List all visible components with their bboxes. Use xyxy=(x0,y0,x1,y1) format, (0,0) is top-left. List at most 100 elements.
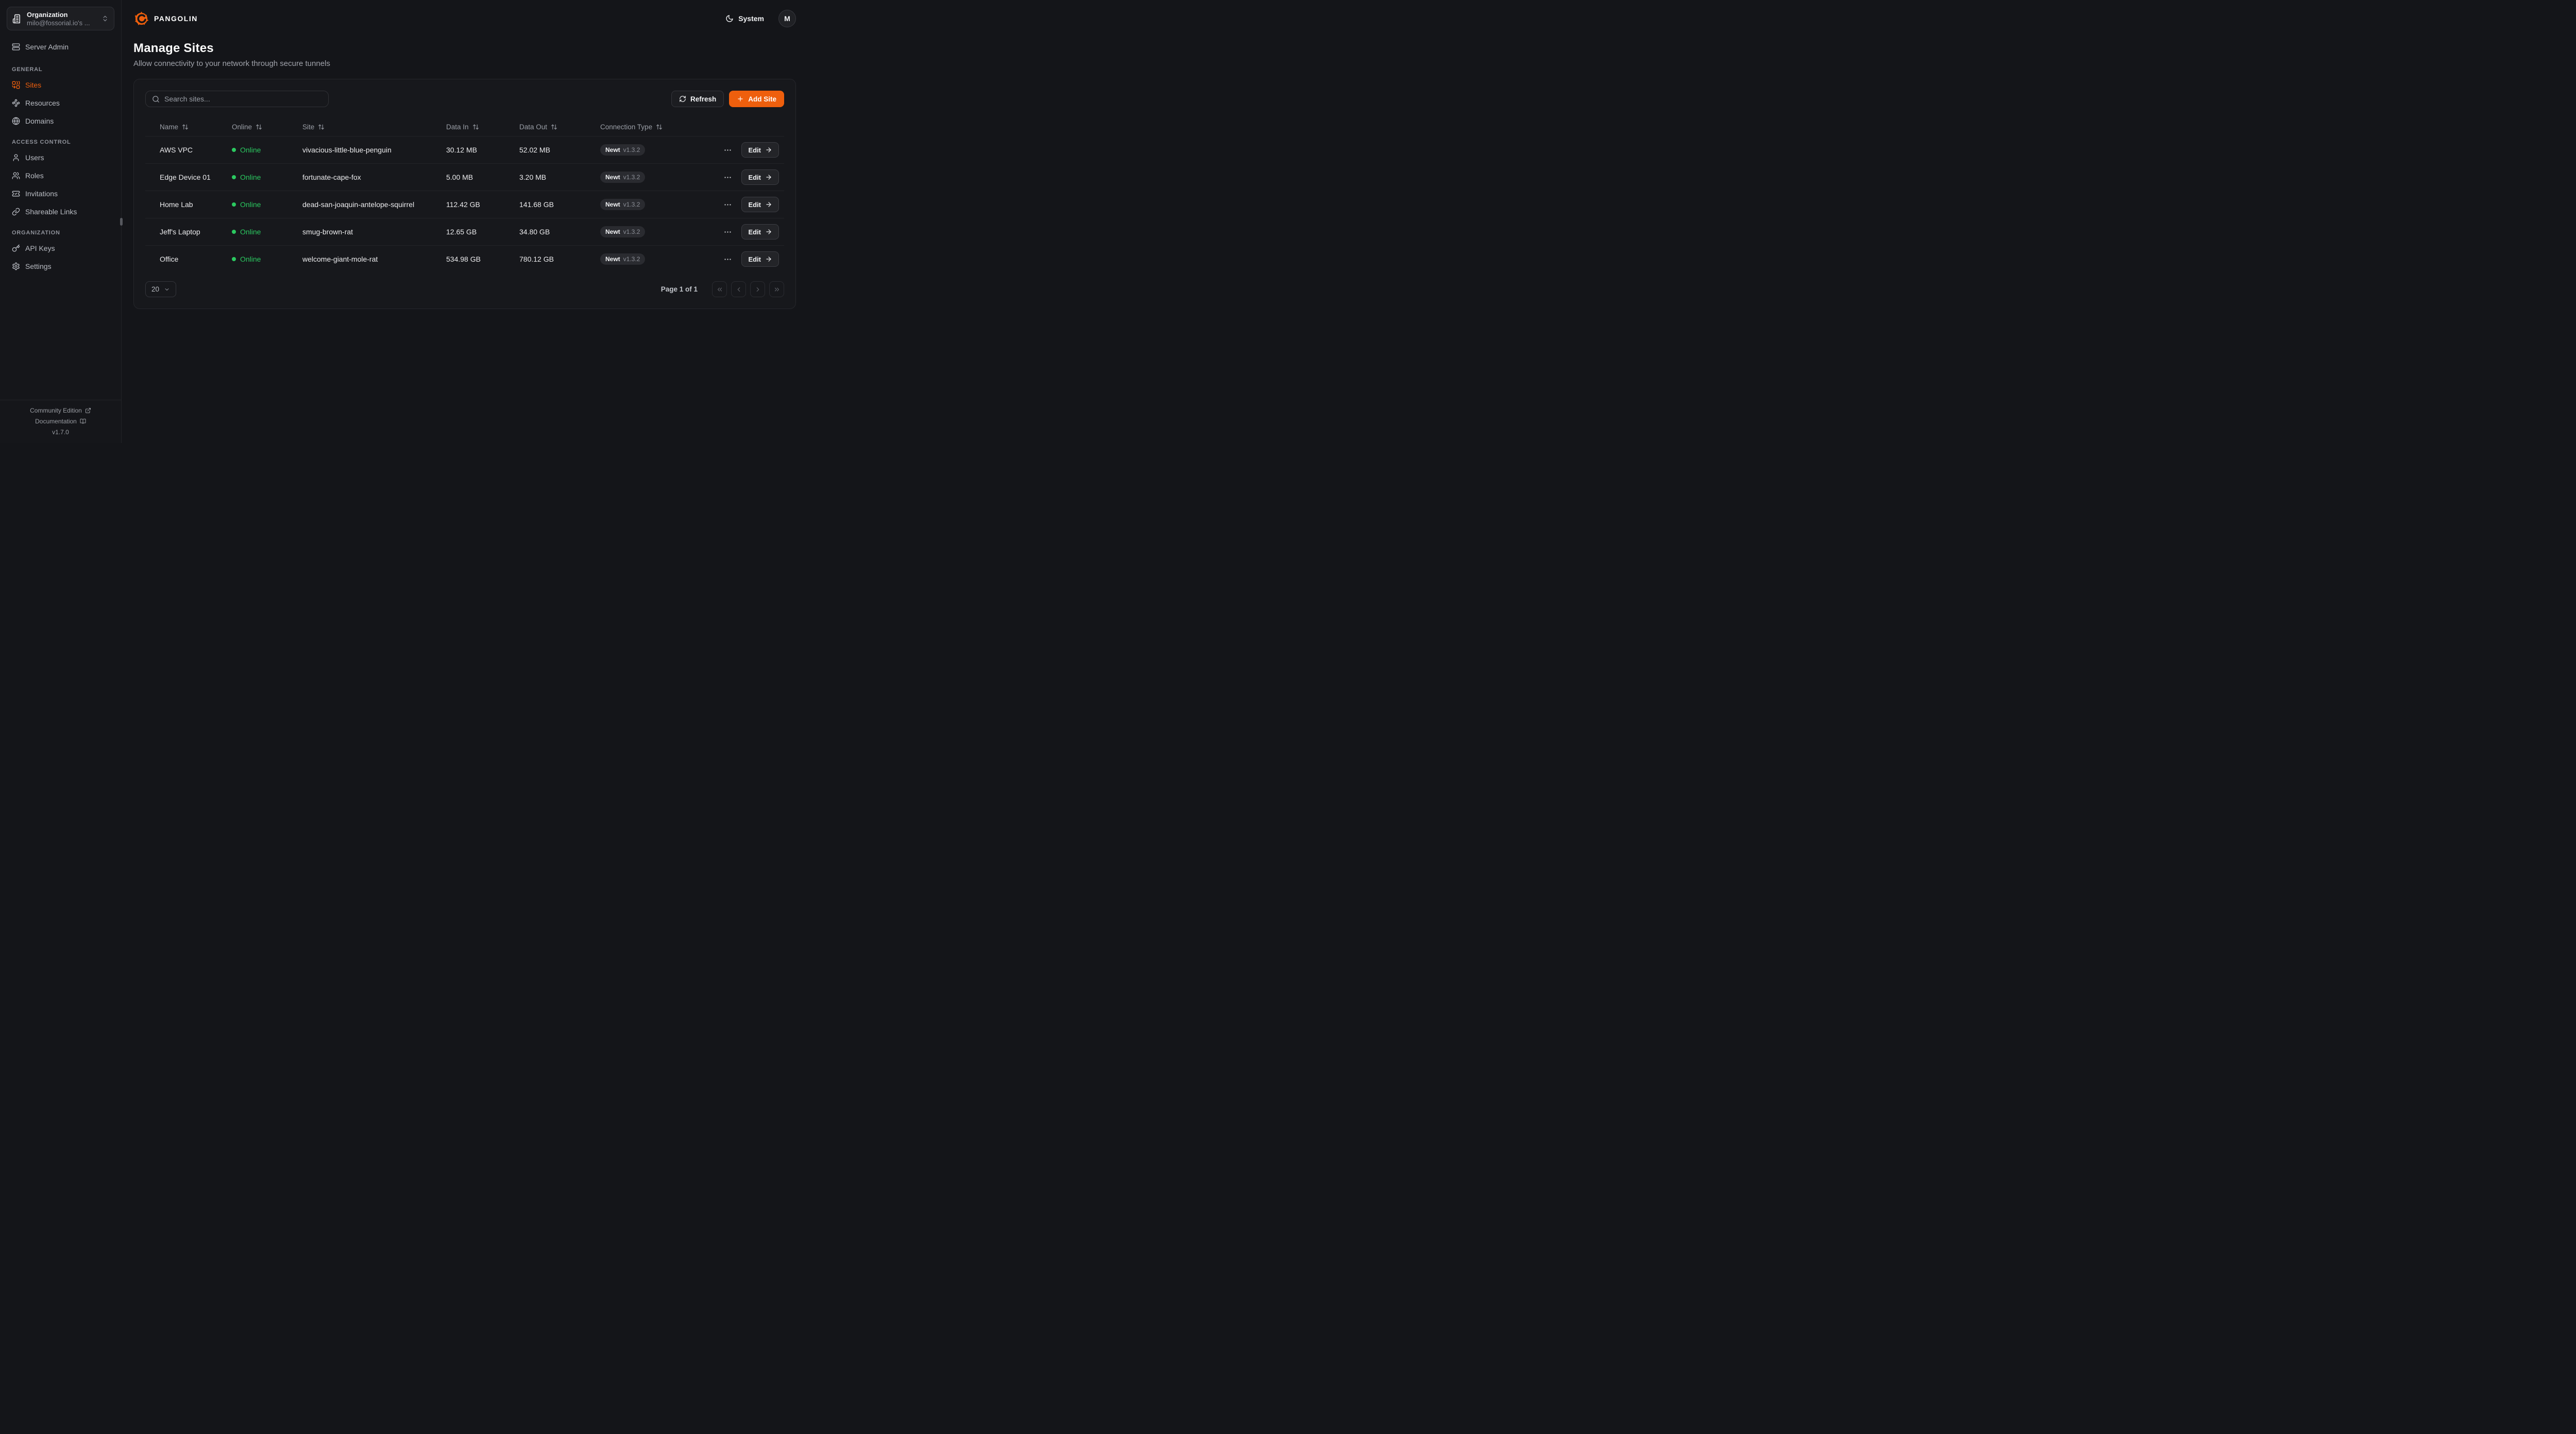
row-menu-button[interactable] xyxy=(723,228,732,236)
connection-type-badge: Newt v1.3.2 xyxy=(600,172,646,183)
combine-icon xyxy=(12,81,20,89)
site-name: Office xyxy=(160,255,179,263)
data-in-value: 12.65 GB xyxy=(446,228,477,236)
edit-button[interactable]: Edit xyxy=(741,169,779,185)
sidebar-item-settings[interactable]: Settings xyxy=(7,259,114,274)
data-in-value: 30.12 MB xyxy=(446,146,477,154)
sidebar-item-sites[interactable]: Sites xyxy=(7,78,114,92)
table-row: Home Lab Online dead-san-joaquin-antelop… xyxy=(145,191,784,218)
sort-icon xyxy=(182,124,188,129)
org-picker-label: Organization xyxy=(27,10,68,19)
refresh-button[interactable]: Refresh xyxy=(671,91,724,107)
online-status: Online xyxy=(232,200,302,209)
community-edition-link[interactable]: Community Edition xyxy=(30,407,91,414)
sidebar-item-api-keys[interactable]: API Keys xyxy=(7,241,114,255)
sites-toolbar: Refresh Add Site xyxy=(145,91,784,107)
column-header-site[interactable]: Site xyxy=(302,123,325,131)
chevrons-left-icon xyxy=(717,287,722,291)
sidebar-item-resources[interactable]: Resources xyxy=(7,96,114,110)
edit-button[interactable]: Edit xyxy=(741,224,779,240)
add-site-button[interactable]: Add Site xyxy=(729,91,784,107)
site-slug: smug-brown-rat xyxy=(302,228,353,236)
sidebar-section-general: GENERAL xyxy=(12,66,43,73)
edit-button[interactable]: Edit xyxy=(741,142,779,158)
sidebar-item-invitations[interactable]: Invitations xyxy=(7,186,114,201)
online-dot-icon xyxy=(232,148,236,152)
sort-icon xyxy=(256,124,262,129)
column-header-name[interactable]: Name xyxy=(160,123,189,131)
sidebar-resize-handle[interactable] xyxy=(120,218,123,226)
avatar[interactable]: M xyxy=(778,10,796,27)
column-header-connection-type[interactable]: Connection Type xyxy=(600,123,663,131)
arrow-right-icon xyxy=(766,257,771,262)
sidebar-item-domains[interactable]: Domains xyxy=(7,114,114,128)
page-head: Manage Sites Allow connectivity to your … xyxy=(122,37,808,68)
online-dot-icon xyxy=(232,257,236,261)
theme-toggle[interactable]: System xyxy=(725,14,764,23)
online-status: Online xyxy=(232,255,302,263)
row-menu-button[interactable] xyxy=(723,146,732,155)
arrow-right-icon xyxy=(766,202,771,207)
link-icon xyxy=(12,208,20,216)
ellipsis-icon xyxy=(724,176,732,178)
server-icon xyxy=(12,43,20,50)
column-header-online[interactable]: Online xyxy=(232,123,262,131)
documentation-link[interactable]: Documentation xyxy=(35,418,86,425)
table-row: Office Online welcome-giant-mole-rat 534… xyxy=(145,245,784,272)
sort-icon xyxy=(318,124,325,129)
pager: Page 1 of 1 xyxy=(661,281,784,297)
row-menu-button[interactable] xyxy=(723,255,732,264)
row-menu-button[interactable] xyxy=(723,173,732,182)
online-status: Online xyxy=(232,146,302,154)
first-page-button[interactable] xyxy=(712,281,727,297)
org-picker[interactable]: Organization milo@fossorial.io's ... xyxy=(7,7,114,30)
table-footer: 20 Page 1 of 1 xyxy=(145,281,784,297)
sidebar-item-roles[interactable]: Roles xyxy=(7,168,114,183)
online-dot-icon xyxy=(232,230,236,234)
table-header-row: Name Online Site Data In Data Out Connec… xyxy=(145,117,784,136)
connection-type-badge: Newt v1.3.2 xyxy=(600,199,646,210)
sites-table: Name Online Site Data In Data Out Connec… xyxy=(145,117,784,272)
connection-type-badge: Newt v1.3.2 xyxy=(600,253,646,265)
external-link-icon xyxy=(85,408,91,413)
sidebar-item-shareable-links[interactable]: Shareable Links xyxy=(7,204,114,219)
page-title: Manage Sites xyxy=(133,41,214,55)
row-menu-button[interactable] xyxy=(723,200,732,209)
sidebar-item-users[interactable]: Users xyxy=(7,150,114,165)
search-icon xyxy=(152,95,159,103)
edit-button[interactable]: Edit xyxy=(741,251,779,267)
next-page-button[interactable] xyxy=(750,281,765,297)
column-header-data-out[interactable]: Data Out xyxy=(519,123,557,131)
arrow-right-icon xyxy=(766,229,771,234)
site-name: Jeff's Laptop xyxy=(160,228,200,236)
ellipsis-icon xyxy=(724,203,732,206)
previous-page-button[interactable] xyxy=(731,281,746,297)
users-icon xyxy=(12,172,20,179)
data-out-value: 141.68 GB xyxy=(519,200,554,209)
table-row: AWS VPC Online vivacious-little-blue-pen… xyxy=(145,136,784,163)
page-size-select[interactable]: 20 xyxy=(145,281,177,297)
brand-name: PANGOLIN xyxy=(154,14,198,23)
sidebar: Organization milo@fossorial.io's ... Ser… xyxy=(0,0,123,443)
site-name: Edge Device 01 xyxy=(160,173,211,181)
edit-button[interactable]: Edit xyxy=(741,197,779,212)
search-input[interactable] xyxy=(164,95,322,103)
sidebar-footer: Community Edition Documentation v1.7.0 xyxy=(0,400,121,443)
ellipsis-icon xyxy=(724,231,732,233)
building-icon xyxy=(12,14,21,23)
app-window: Organization milo@fossorial.io's ... Ser… xyxy=(0,0,808,443)
sort-icon xyxy=(656,124,662,129)
sidebar-section-organization: ORGANIZATION xyxy=(12,230,60,236)
connection-type-badge: Newt v1.3.2 xyxy=(600,226,646,237)
site-name: Home Lab xyxy=(160,200,193,209)
brand-logo: PANGOLIN xyxy=(133,11,198,27)
globe-icon xyxy=(12,117,20,125)
last-page-button[interactable] xyxy=(769,281,784,297)
key-icon xyxy=(12,244,20,252)
arrow-right-icon xyxy=(766,175,771,180)
version-label: v1.7.0 xyxy=(52,429,69,436)
column-header-data-in[interactable]: Data In xyxy=(446,123,479,131)
online-status: Online xyxy=(232,173,302,181)
sidebar-item-server-admin[interactable]: Server Admin xyxy=(7,40,114,54)
sort-icon xyxy=(472,124,479,129)
